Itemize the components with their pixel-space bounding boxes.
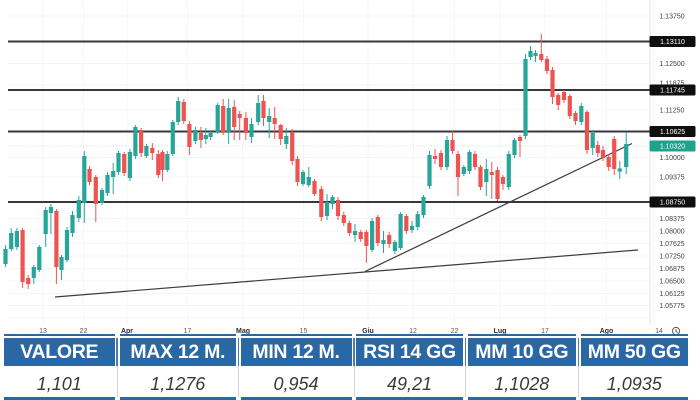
svg-text:1.13110: 1.13110 <box>660 39 685 46</box>
svg-text:1.08000: 1.08000 <box>659 229 684 236</box>
svg-text:15: 15 <box>300 328 308 335</box>
svg-text:1.06875: 1.06875 <box>659 266 684 273</box>
svg-text:1.13750: 1.13750 <box>659 14 684 21</box>
svg-text:Mag: Mag <box>236 328 250 335</box>
svg-text:22: 22 <box>451 328 459 335</box>
svg-text:12: 12 <box>409 328 417 335</box>
svg-text:1.05775: 1.05775 <box>659 303 684 310</box>
svg-text:1.10320: 1.10320 <box>660 144 685 151</box>
svg-text:1.06500: 1.06500 <box>659 279 684 286</box>
svg-text:1.08750: 1.08750 <box>660 200 685 207</box>
svg-text:Apr: Apr <box>121 328 133 335</box>
svg-text:1.12500: 1.12500 <box>659 61 684 68</box>
svg-text:1.10000: 1.10000 <box>659 155 684 162</box>
svg-text:1.11250: 1.11250 <box>660 108 685 115</box>
svg-text:1.09375: 1.09375 <box>659 175 684 182</box>
svg-text:13: 13 <box>39 328 47 335</box>
svg-text:Lug: Lug <box>494 328 507 335</box>
svg-text:1.11875: 1.11875 <box>660 81 685 88</box>
svg-text:Ago: Ago <box>600 328 614 335</box>
svg-text:1.08375: 1.08375 <box>659 216 684 223</box>
svg-text:1.07625: 1.07625 <box>659 241 684 248</box>
svg-text:Giu: Giu <box>362 328 374 335</box>
svg-text:1.10625: 1.10625 <box>660 129 685 136</box>
svg-text:14: 14 <box>655 328 663 335</box>
svg-text:17: 17 <box>541 328 549 335</box>
svg-text:1.07250: 1.07250 <box>659 254 684 261</box>
svg-text:1.06125: 1.06125 <box>659 291 684 298</box>
svg-text:1.11745: 1.11745 <box>660 88 685 95</box>
svg-text:17: 17 <box>184 328 192 335</box>
svg-text:22: 22 <box>80 328 88 335</box>
